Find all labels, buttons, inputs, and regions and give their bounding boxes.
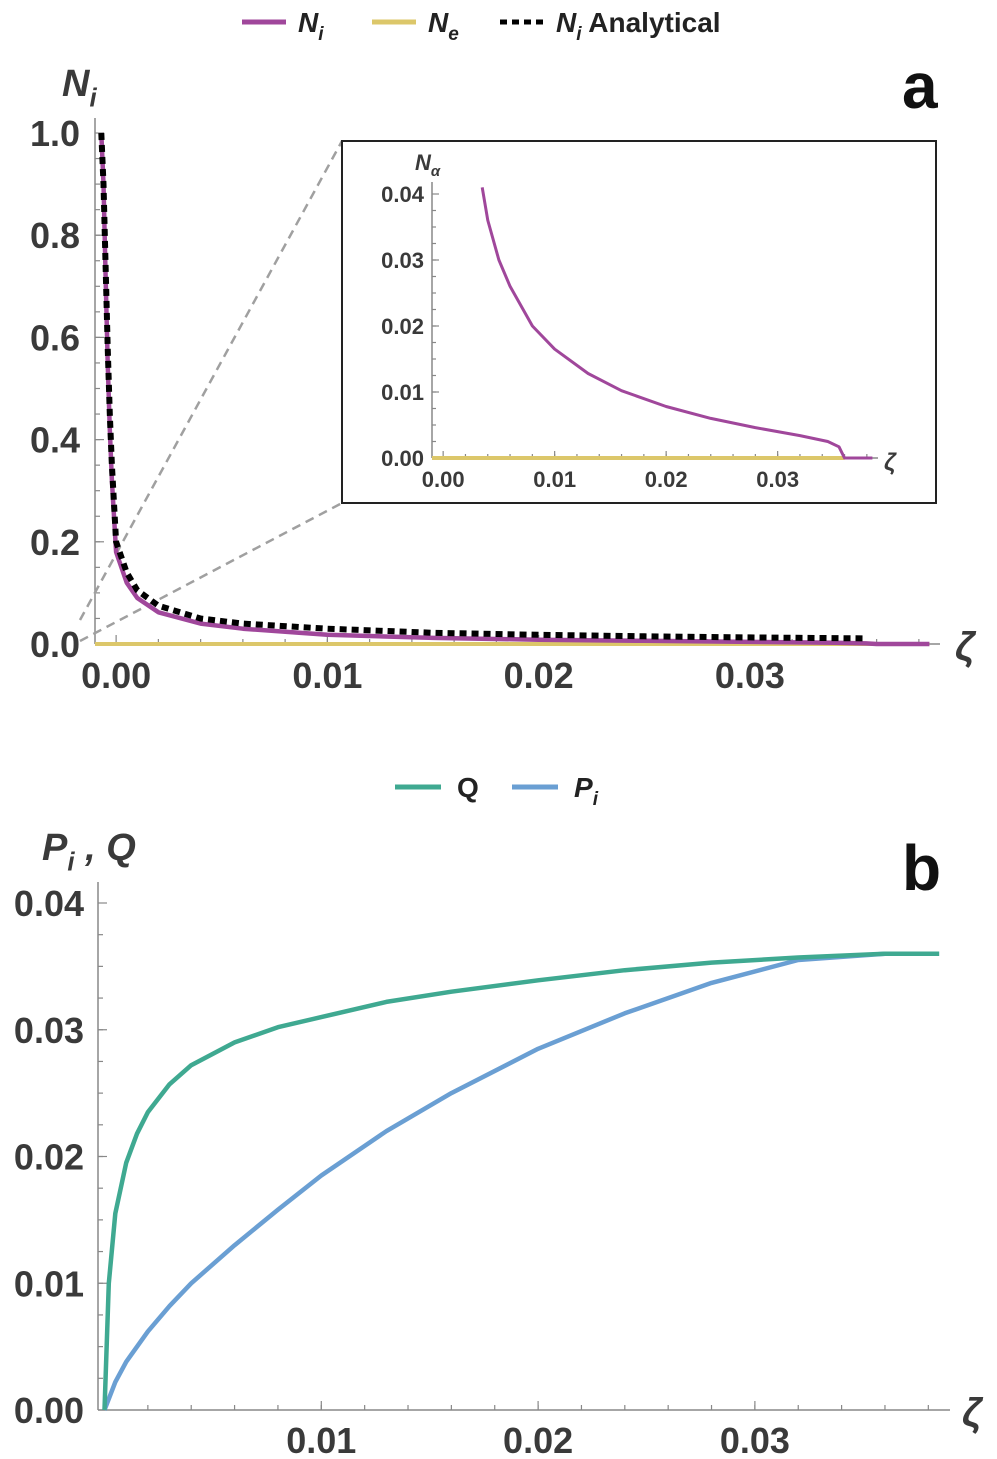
x-tick-label-inset-3: 0.03: [756, 467, 799, 492]
x-tick-label-inset-1: 0.01: [533, 467, 576, 492]
x-tick-label-a-1: 0.01: [292, 655, 362, 696]
y-tick-label-inset-0: 0.00: [381, 446, 424, 471]
x-axis-label-inset: ζ: [884, 449, 897, 476]
zoom-line-bottom: [79, 501, 343, 643]
y-tick-label-inset-2: 0.02: [381, 314, 424, 339]
legend-b-label-1: Pi: [574, 772, 599, 810]
y-tick-label-inset-4: 0.04: [381, 182, 425, 207]
y-axis-label-b: Pi , Q: [42, 827, 136, 877]
y-axis-label-inset: Nα: [415, 150, 441, 180]
y-tick-label-a-2: 0.4: [30, 420, 80, 461]
y-tick-label-b-0: 0.00: [14, 1390, 84, 1431]
y-tick-label-b-3: 0.03: [14, 1010, 84, 1051]
legend-b-label-0: Q: [457, 772, 479, 803]
x-tick-label-inset-0: 0.00: [422, 467, 465, 492]
legend-label-0: Ni: [298, 7, 324, 45]
panel-label-a: a: [902, 50, 938, 122]
x-tick-label-b-1: 0.02: [503, 1420, 573, 1459]
panel-label-b: b: [902, 832, 941, 904]
legend-label-2: Ni Analytical: [556, 7, 721, 45]
x-tick-label-b-0: 0.01: [286, 1420, 356, 1459]
y-tick-label-b-1: 0.01: [14, 1263, 84, 1304]
inset-frame: [341, 140, 937, 504]
zoom-line-top: [78, 140, 344, 621]
y-tick-label-b-4: 0.04: [14, 883, 84, 924]
y-tick-label-a-4: 0.8: [30, 215, 80, 256]
x-tick-label-a-2: 0.02: [504, 655, 574, 696]
b-series-0: [102, 951, 940, 1411]
y-tick-label-a-5: 1.0: [30, 113, 80, 154]
x-tick-label-b-2: 0.03: [720, 1420, 790, 1459]
y-axis-label-a: Ni: [62, 63, 97, 113]
y-tick-label-a-1: 0.2: [30, 522, 80, 563]
x-axis-label-a: ζ: [955, 625, 977, 669]
y-tick-label-inset-1: 0.01: [381, 380, 424, 405]
y-tick-label-a-3: 0.6: [30, 317, 80, 358]
x-tick-label-inset-2: 0.02: [645, 467, 688, 492]
x-tick-label-a-3: 0.03: [715, 655, 785, 696]
b-series-1: [102, 951, 886, 1411]
y-tick-label-b-2: 0.02: [14, 1137, 84, 1178]
a-series-2: [98, 132, 867, 642]
y-tick-label-inset-3: 0.03: [381, 248, 424, 273]
x-tick-label-a-0: 0.00: [81, 655, 151, 696]
x-axis-label-b: ζ: [962, 1391, 984, 1435]
inset-series-0: [480, 187, 873, 460]
y-tick-label-a-0: 0.0: [30, 624, 80, 665]
legend-label-1: Ne: [428, 7, 459, 45]
